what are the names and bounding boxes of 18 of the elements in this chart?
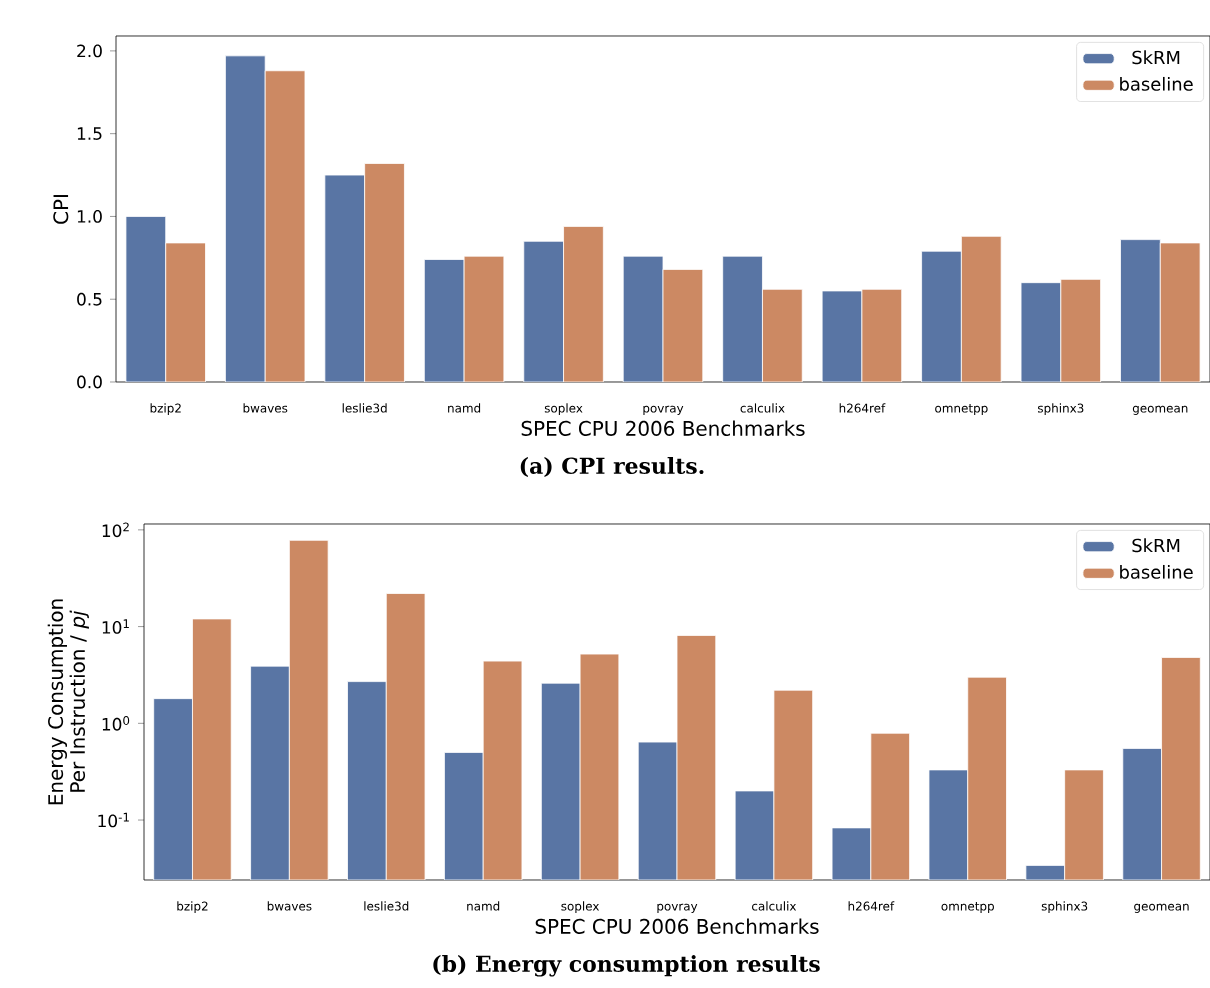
- y-tick-label: 1.0: [77, 210, 102, 223]
- y-tick-label: 2.0: [77, 44, 102, 58]
- y-tick-label: 10$^{2}$: [102, 522, 129, 538]
- text: (b) Energy consumption results: [433, 955, 820, 977]
- y-tick-label: 0.0: [77, 375, 102, 389]
- y-tick-label: 10$^{0}$: [102, 716, 130, 731]
- y-tick-label: 10$^{-1}$: [98, 812, 129, 828]
- legend-label: SkRM: [1132, 538, 1180, 553]
- legend-label: baseline: [1120, 564, 1193, 579]
- y-axis-title: CPI: [53, 195, 69, 224]
- y-tick-label: 1.5: [77, 127, 102, 140]
- legend-label: baseline: [1120, 76, 1193, 91]
- text: (a) CPI results.: [520, 457, 704, 478]
- x-axis-title: SPEC CPU 2006 Benchmarks: [535, 918, 819, 934]
- x-axis-title: SPEC CPU 2006 Benchmarks: [521, 420, 805, 436]
- y-tick-label: 0.5: [77, 292, 102, 306]
- y-tick-label: 10$^{1}$: [102, 619, 129, 634]
- legend-label: SkRM: [1132, 50, 1180, 65]
